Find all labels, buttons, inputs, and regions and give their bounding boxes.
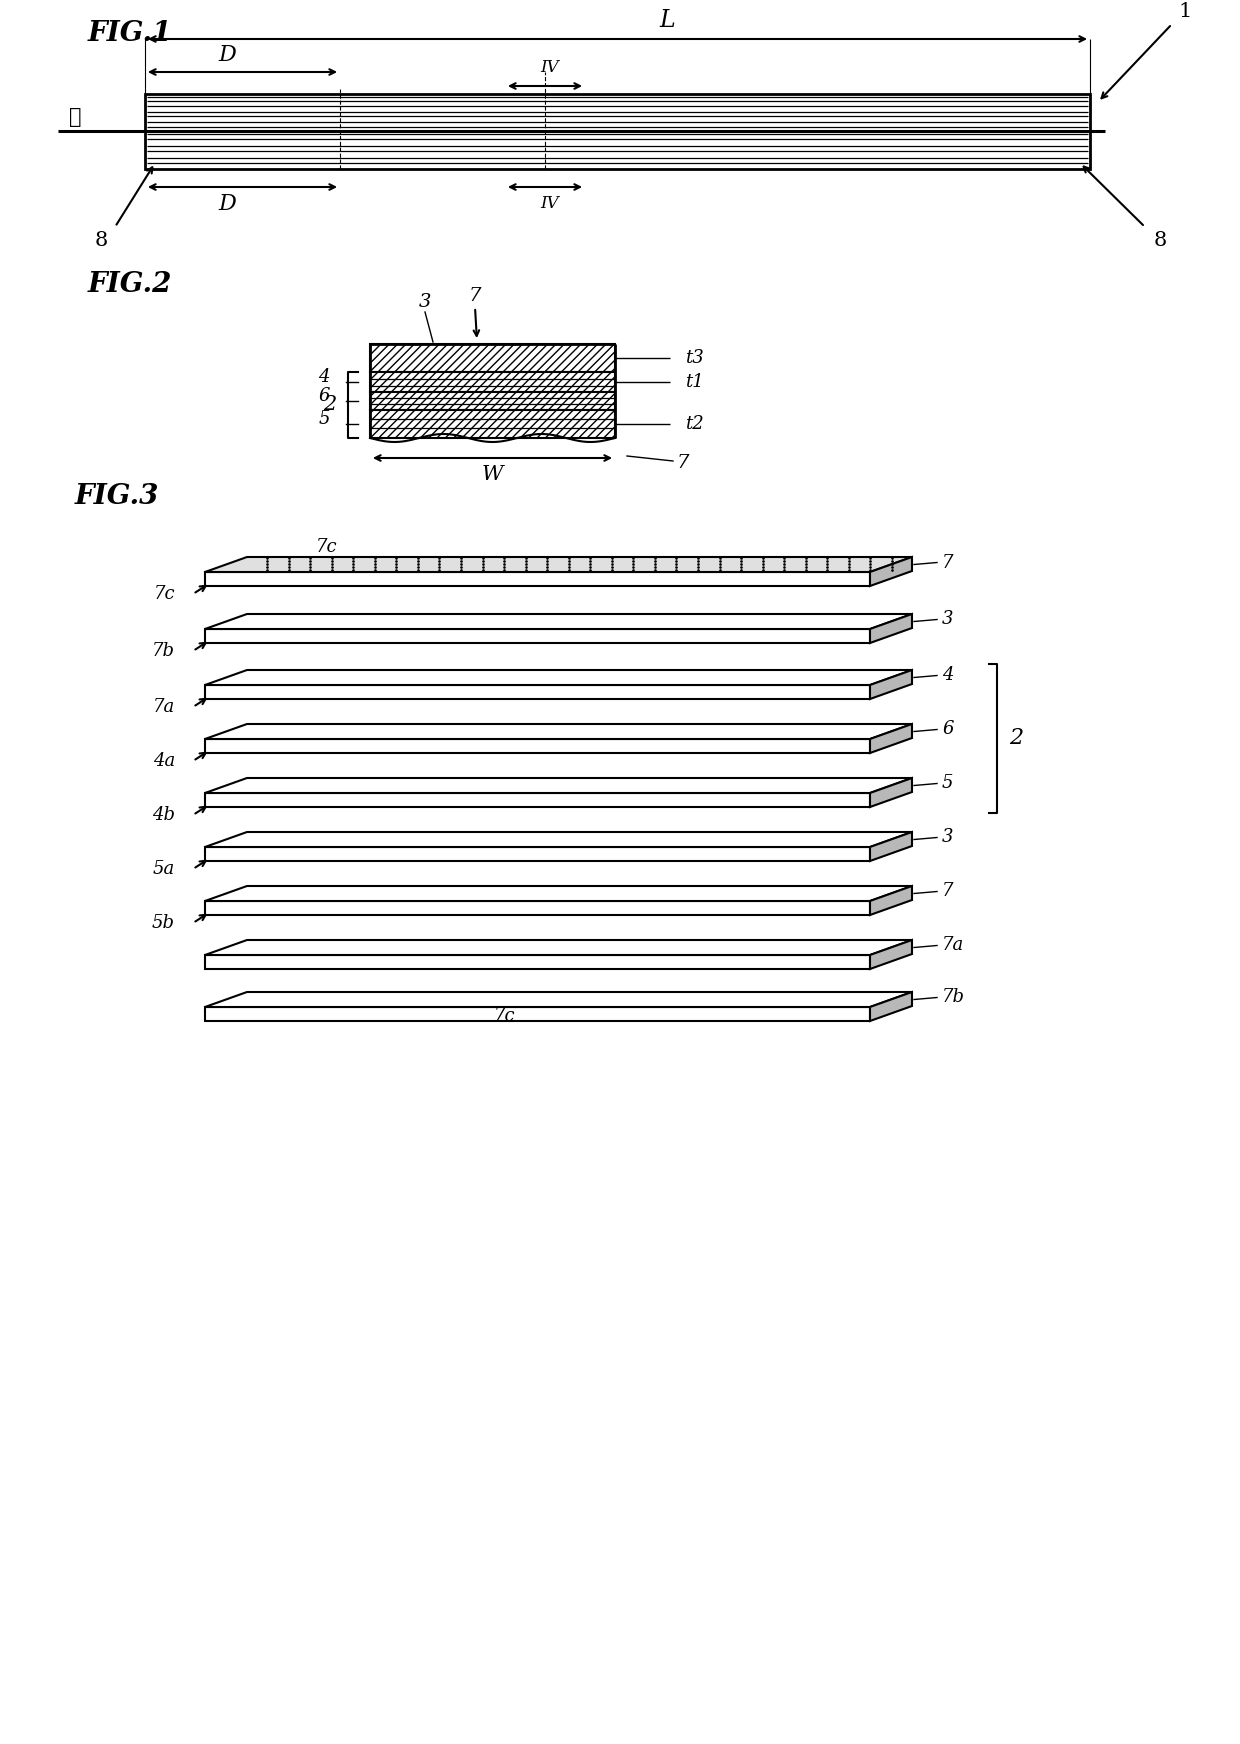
Text: 7b: 7b — [942, 989, 965, 1006]
Text: t1: t1 — [684, 373, 704, 391]
Bar — [370, 392, 615, 410]
Text: ℓ: ℓ — [68, 108, 82, 127]
Bar — [145, 94, 1090, 169]
Text: 5: 5 — [319, 410, 330, 427]
Text: 8: 8 — [94, 232, 108, 251]
Bar — [370, 371, 615, 392]
Text: 6: 6 — [942, 720, 954, 738]
Polygon shape — [205, 992, 911, 1006]
Text: W: W — [482, 464, 503, 483]
Polygon shape — [205, 685, 870, 699]
Polygon shape — [870, 724, 911, 753]
Text: 7: 7 — [942, 882, 954, 900]
Text: 6: 6 — [319, 387, 330, 405]
Text: FIG.2: FIG.2 — [88, 270, 172, 298]
Text: 7: 7 — [469, 288, 481, 305]
Bar — [370, 410, 615, 438]
Text: t3: t3 — [684, 349, 704, 366]
Text: 7c: 7c — [154, 584, 175, 603]
Text: 7a: 7a — [942, 937, 965, 954]
Polygon shape — [870, 886, 911, 916]
Polygon shape — [870, 556, 911, 586]
Text: 7: 7 — [677, 453, 689, 473]
Text: 3: 3 — [419, 293, 432, 310]
Text: 5: 5 — [942, 774, 954, 792]
Polygon shape — [205, 614, 911, 630]
Text: 4b: 4b — [153, 806, 175, 823]
Text: FIG.1: FIG.1 — [88, 21, 172, 47]
Text: D: D — [218, 194, 237, 215]
Text: 3: 3 — [942, 828, 954, 846]
Text: 1: 1 — [1178, 2, 1192, 21]
Polygon shape — [205, 778, 911, 794]
Bar — [370, 344, 615, 371]
Polygon shape — [205, 940, 911, 956]
Polygon shape — [870, 614, 911, 644]
Text: 3: 3 — [942, 610, 954, 628]
Text: D: D — [218, 44, 237, 66]
Polygon shape — [205, 724, 911, 739]
Text: 7b: 7b — [153, 642, 175, 659]
Polygon shape — [205, 572, 870, 586]
Polygon shape — [205, 956, 870, 970]
Polygon shape — [870, 670, 911, 699]
Text: 4a: 4a — [153, 752, 175, 771]
Text: IV: IV — [541, 195, 559, 213]
Polygon shape — [205, 630, 870, 644]
Polygon shape — [205, 848, 870, 862]
Polygon shape — [205, 556, 911, 572]
Polygon shape — [205, 1006, 870, 1020]
Text: 7: 7 — [942, 553, 954, 572]
Text: 7c: 7c — [494, 1006, 515, 1025]
Text: L: L — [660, 9, 676, 33]
Text: 7a: 7a — [153, 698, 175, 717]
Polygon shape — [870, 778, 911, 807]
Polygon shape — [870, 992, 911, 1020]
Text: FIG.3: FIG.3 — [74, 483, 160, 509]
Text: 2: 2 — [322, 396, 336, 415]
Polygon shape — [205, 739, 870, 753]
Polygon shape — [205, 902, 870, 916]
Text: t2: t2 — [684, 415, 704, 433]
Polygon shape — [205, 670, 911, 685]
Text: 2: 2 — [1009, 727, 1023, 750]
Text: 7c: 7c — [316, 537, 337, 556]
Polygon shape — [870, 832, 911, 862]
Polygon shape — [870, 940, 911, 970]
Text: 8: 8 — [1153, 232, 1167, 251]
Text: 4: 4 — [942, 666, 954, 684]
Text: 4: 4 — [319, 368, 330, 385]
Text: 5b: 5b — [153, 914, 175, 931]
Polygon shape — [205, 794, 870, 807]
Polygon shape — [205, 886, 911, 902]
Text: IV: IV — [541, 59, 559, 77]
Text: 5a: 5a — [153, 860, 175, 877]
Polygon shape — [205, 832, 911, 848]
